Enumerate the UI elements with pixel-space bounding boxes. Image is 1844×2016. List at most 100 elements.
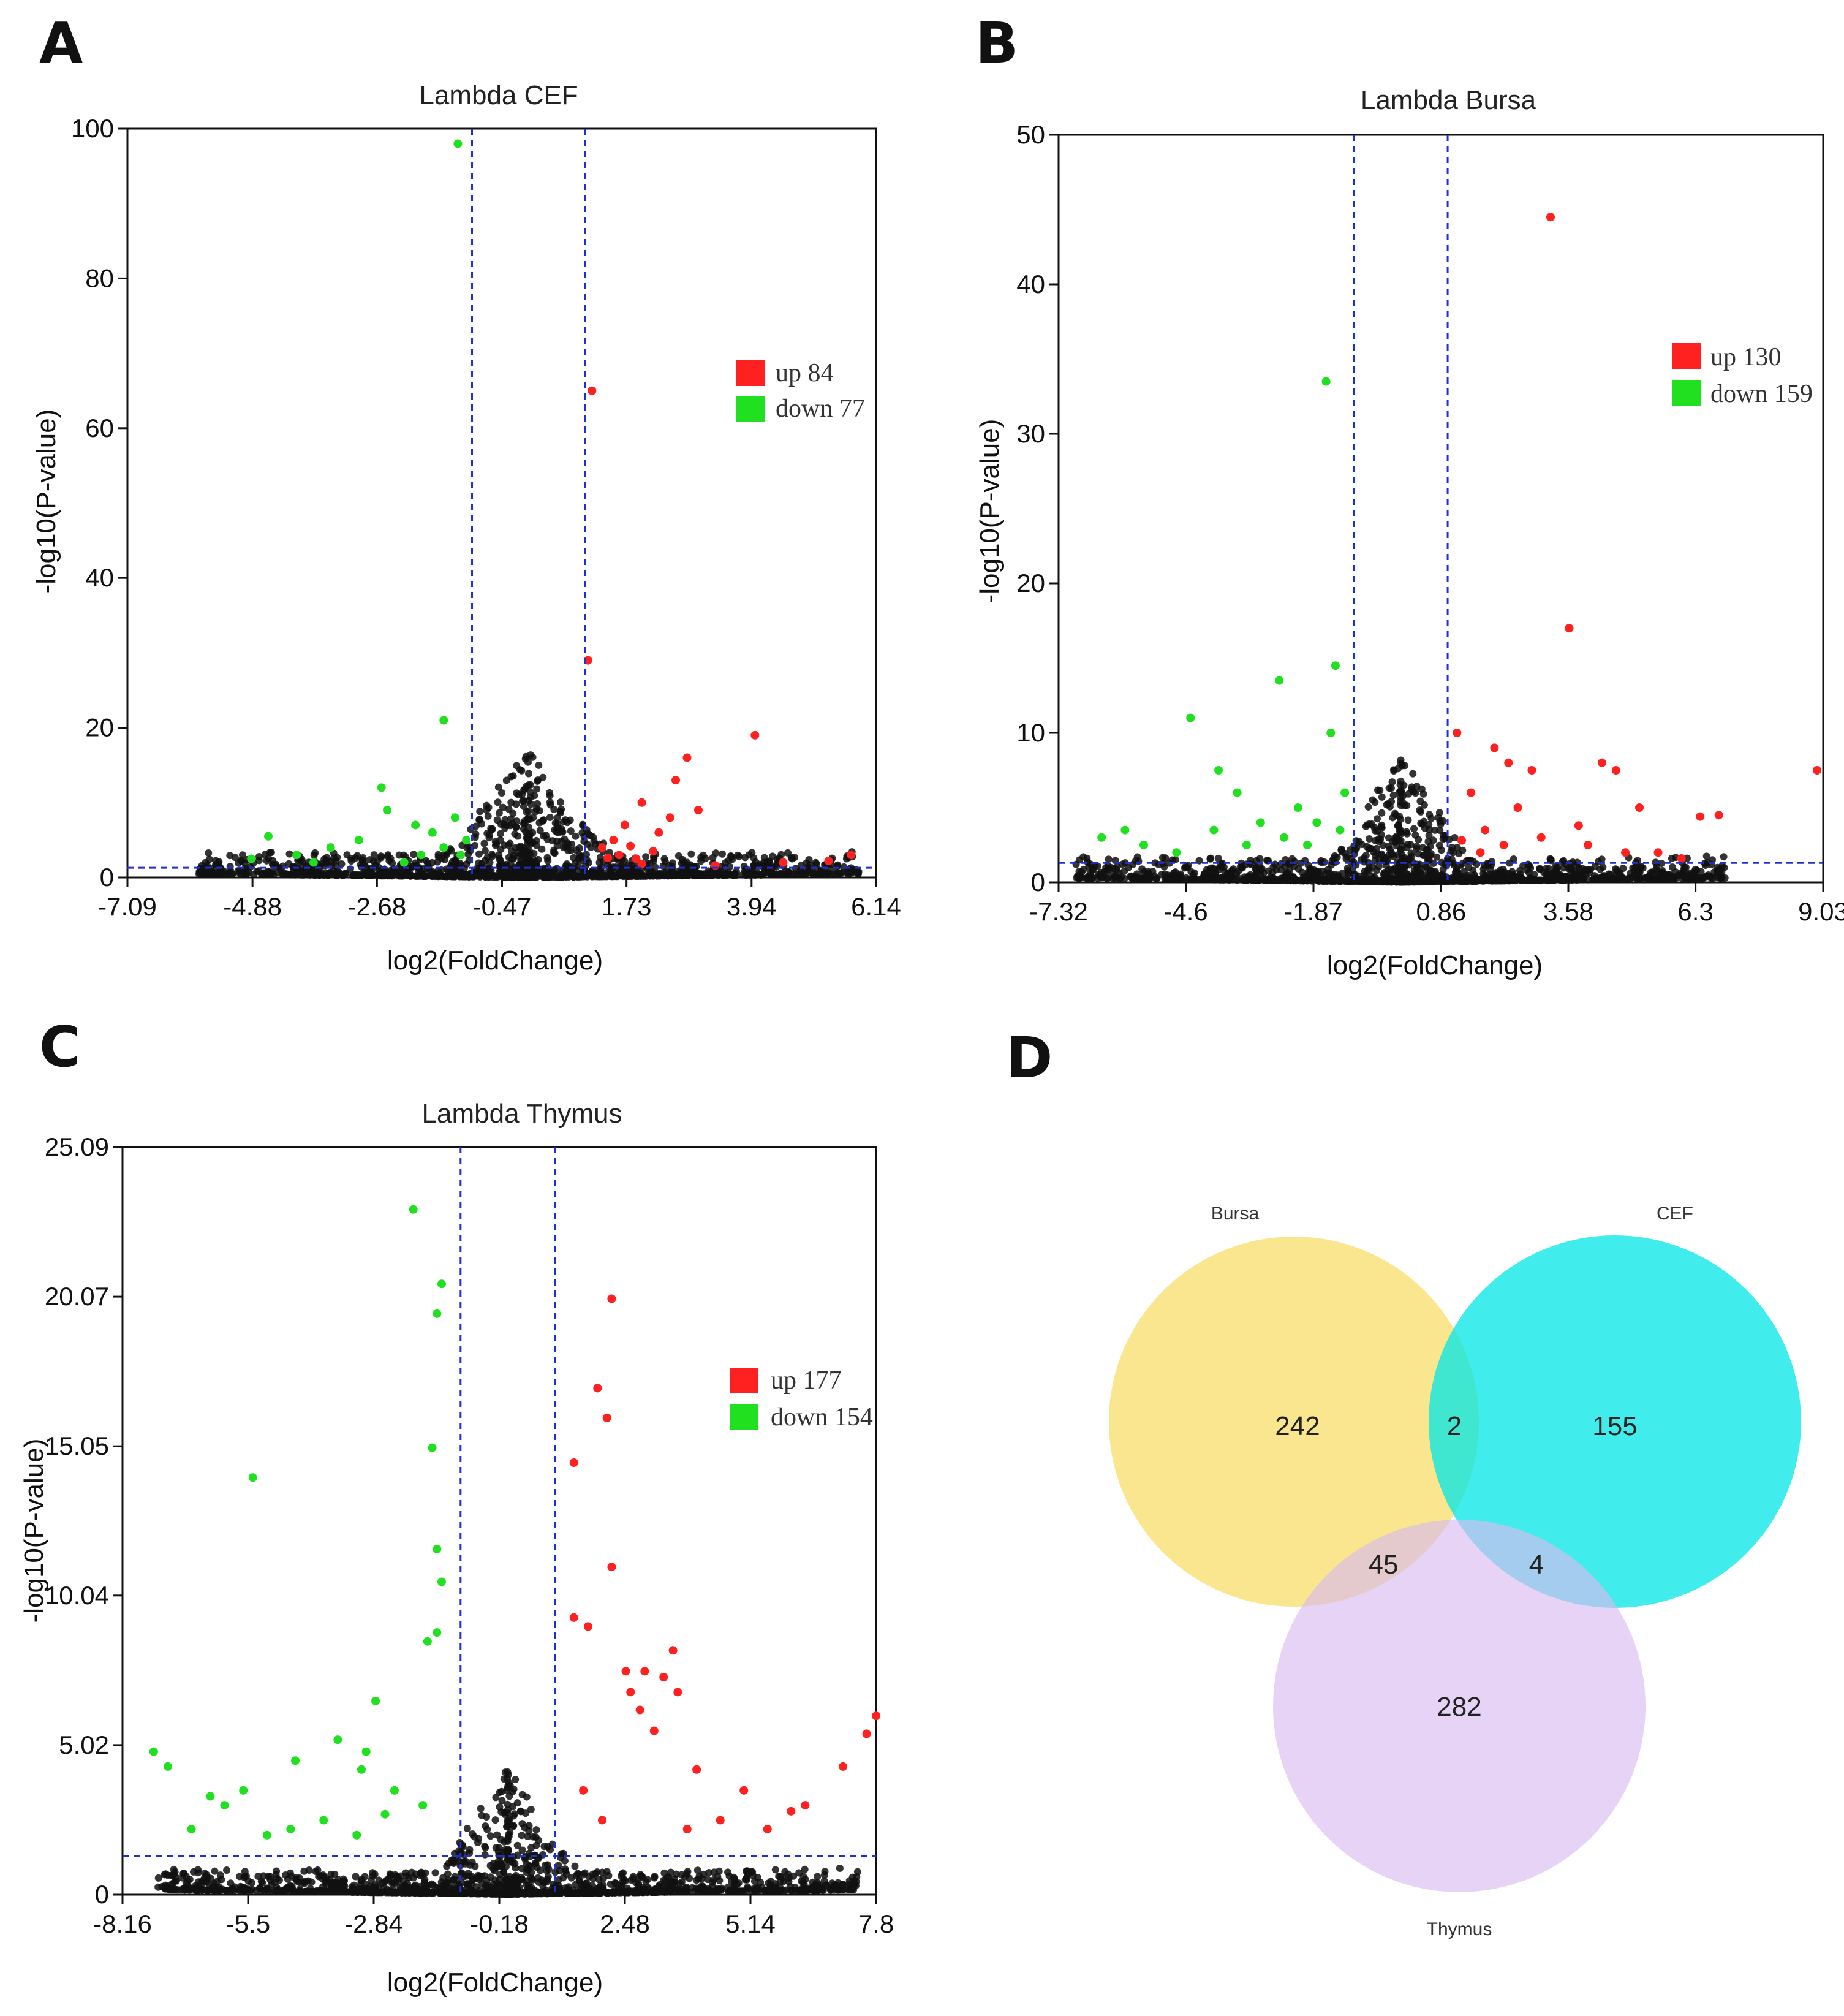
up-regulated-point [1536,833,1546,842]
nonsignificant-point [1444,877,1452,885]
nonsignificant-point [363,871,371,879]
nonsignificant-point [1702,852,1710,860]
up-regulated-point [1499,841,1508,849]
nonsignificant-point [1103,874,1111,882]
up-regulated-point [682,1825,692,1834]
nonsignificant-point [273,1887,281,1895]
nonsignificant-point [300,1867,308,1875]
nonsignificant-point [1168,856,1176,864]
nonsignificant-point [741,854,749,862]
down-regulated-point [439,843,448,852]
nonsignificant-point [1328,857,1336,865]
down-regulated-point [149,1747,158,1756]
down-regulated-point [1275,676,1284,685]
up-regulated-point [593,1384,602,1393]
down-regulated-point [409,1205,418,1214]
nonsignificant-point [243,870,251,877]
nonsignificant-point [496,830,504,838]
down-regulated-point [1233,788,1242,797]
nonsignificant-point [552,828,560,836]
down-regulated-point [163,1762,172,1771]
venn-count-bursa-only: 242 [1275,1411,1320,1441]
down-regulated-point [377,783,386,792]
nonsignificant-point [1378,821,1386,829]
legend: up 130 down 159 [1672,343,1813,408]
nonsignificant-point [606,1880,614,1888]
down-regulated-point [433,1309,442,1318]
venn-circle-thymus [1273,1520,1646,1892]
nonsignificant-point [1253,868,1261,876]
nonsignificant-point [1402,828,1410,836]
nonsignificant-point [266,1876,274,1884]
nonsignificant-point [338,860,346,868]
nonsignificant-point [556,1887,564,1895]
nonsignificant-point [308,1878,316,1886]
nonsignificant-point [1658,868,1666,876]
x-tick-label: 5.14 [725,1909,776,1938]
nonsignificant-point [541,1861,549,1869]
nonsignificant-point [1517,877,1525,885]
nonsignificant-point [727,1886,735,1894]
up-regulated-point [607,1294,616,1303]
nonsignificant-point [1151,859,1159,867]
nonsignificant-point [184,1878,192,1885]
nonsignificant-point [1194,876,1202,884]
nonsignificant-point [330,854,338,862]
nonsignificant-point [1487,874,1495,882]
nonsignificant-point [784,1870,792,1878]
down-regulated-point [1120,825,1130,835]
nonsignificant-point [1397,851,1405,858]
up-regulated-point [682,753,692,762]
nonsignificant-point [1076,874,1084,882]
nonsignificant-point [439,873,447,881]
nonsignificant-point [237,870,245,878]
nonsignificant-point [1399,799,1407,807]
nonsignificant-point [752,871,760,879]
y-tick-label: 20 [1016,569,1045,597]
nonsignificant-point [1195,857,1203,865]
nonsignificant-point [491,1816,499,1824]
nonsignificant-point [524,815,532,823]
nonsignificant-point [377,854,385,862]
legend-swatch-down [730,1404,758,1430]
nonsignificant-point [765,1886,773,1894]
nonsignificant-point [1376,786,1384,794]
nonsignificant-point [1407,849,1415,857]
nonsignificant-point [154,1874,162,1882]
legend-label-down: down 154 [771,1403,873,1431]
nonsignificant-point [518,1832,526,1840]
down-regulated-point [462,835,471,844]
nonsignificant-point [709,854,717,862]
nonsignificant-point [509,809,517,817]
nonsignificant-point [1636,863,1644,871]
nonsignificant-point [342,1888,350,1896]
nonsignificant-point [1306,866,1314,874]
nonsignificant-point [1184,862,1192,870]
nonsignificant-point [223,1866,231,1874]
up-regulated-point [1546,213,1555,222]
down-regulated-point [1172,848,1181,857]
nonsignificant-point [1131,873,1139,881]
nonsignificant-point [839,1886,847,1894]
nonsignificant-point [1668,863,1676,871]
nonsignificant-point [1395,826,1403,834]
nonsignificant-point [1371,798,1379,806]
nonsignificant-point [701,855,709,863]
nonsignificant-point [845,870,853,878]
up-regulated-point [862,1729,871,1738]
nonsignificant-point [1439,835,1447,843]
nonsignificant-point [528,1862,536,1870]
nonsignificant-point [1083,874,1090,882]
down-regulated-point [352,1830,361,1840]
down-regulated-point [248,1473,257,1482]
x-axis-label: log2(FoldChange) [387,945,603,976]
up-regulated-point [673,1688,682,1697]
nonsignificant-point [546,798,554,806]
nonsignificant-point [207,1885,215,1893]
nonsignificant-point [477,1805,485,1813]
legend-label-up: up 130 [1710,343,1782,371]
up-regulated-point [637,860,646,869]
nonsignificant-point [1177,870,1185,878]
nonsignificant-point [489,873,497,881]
nonsignificant-point [512,1776,520,1784]
